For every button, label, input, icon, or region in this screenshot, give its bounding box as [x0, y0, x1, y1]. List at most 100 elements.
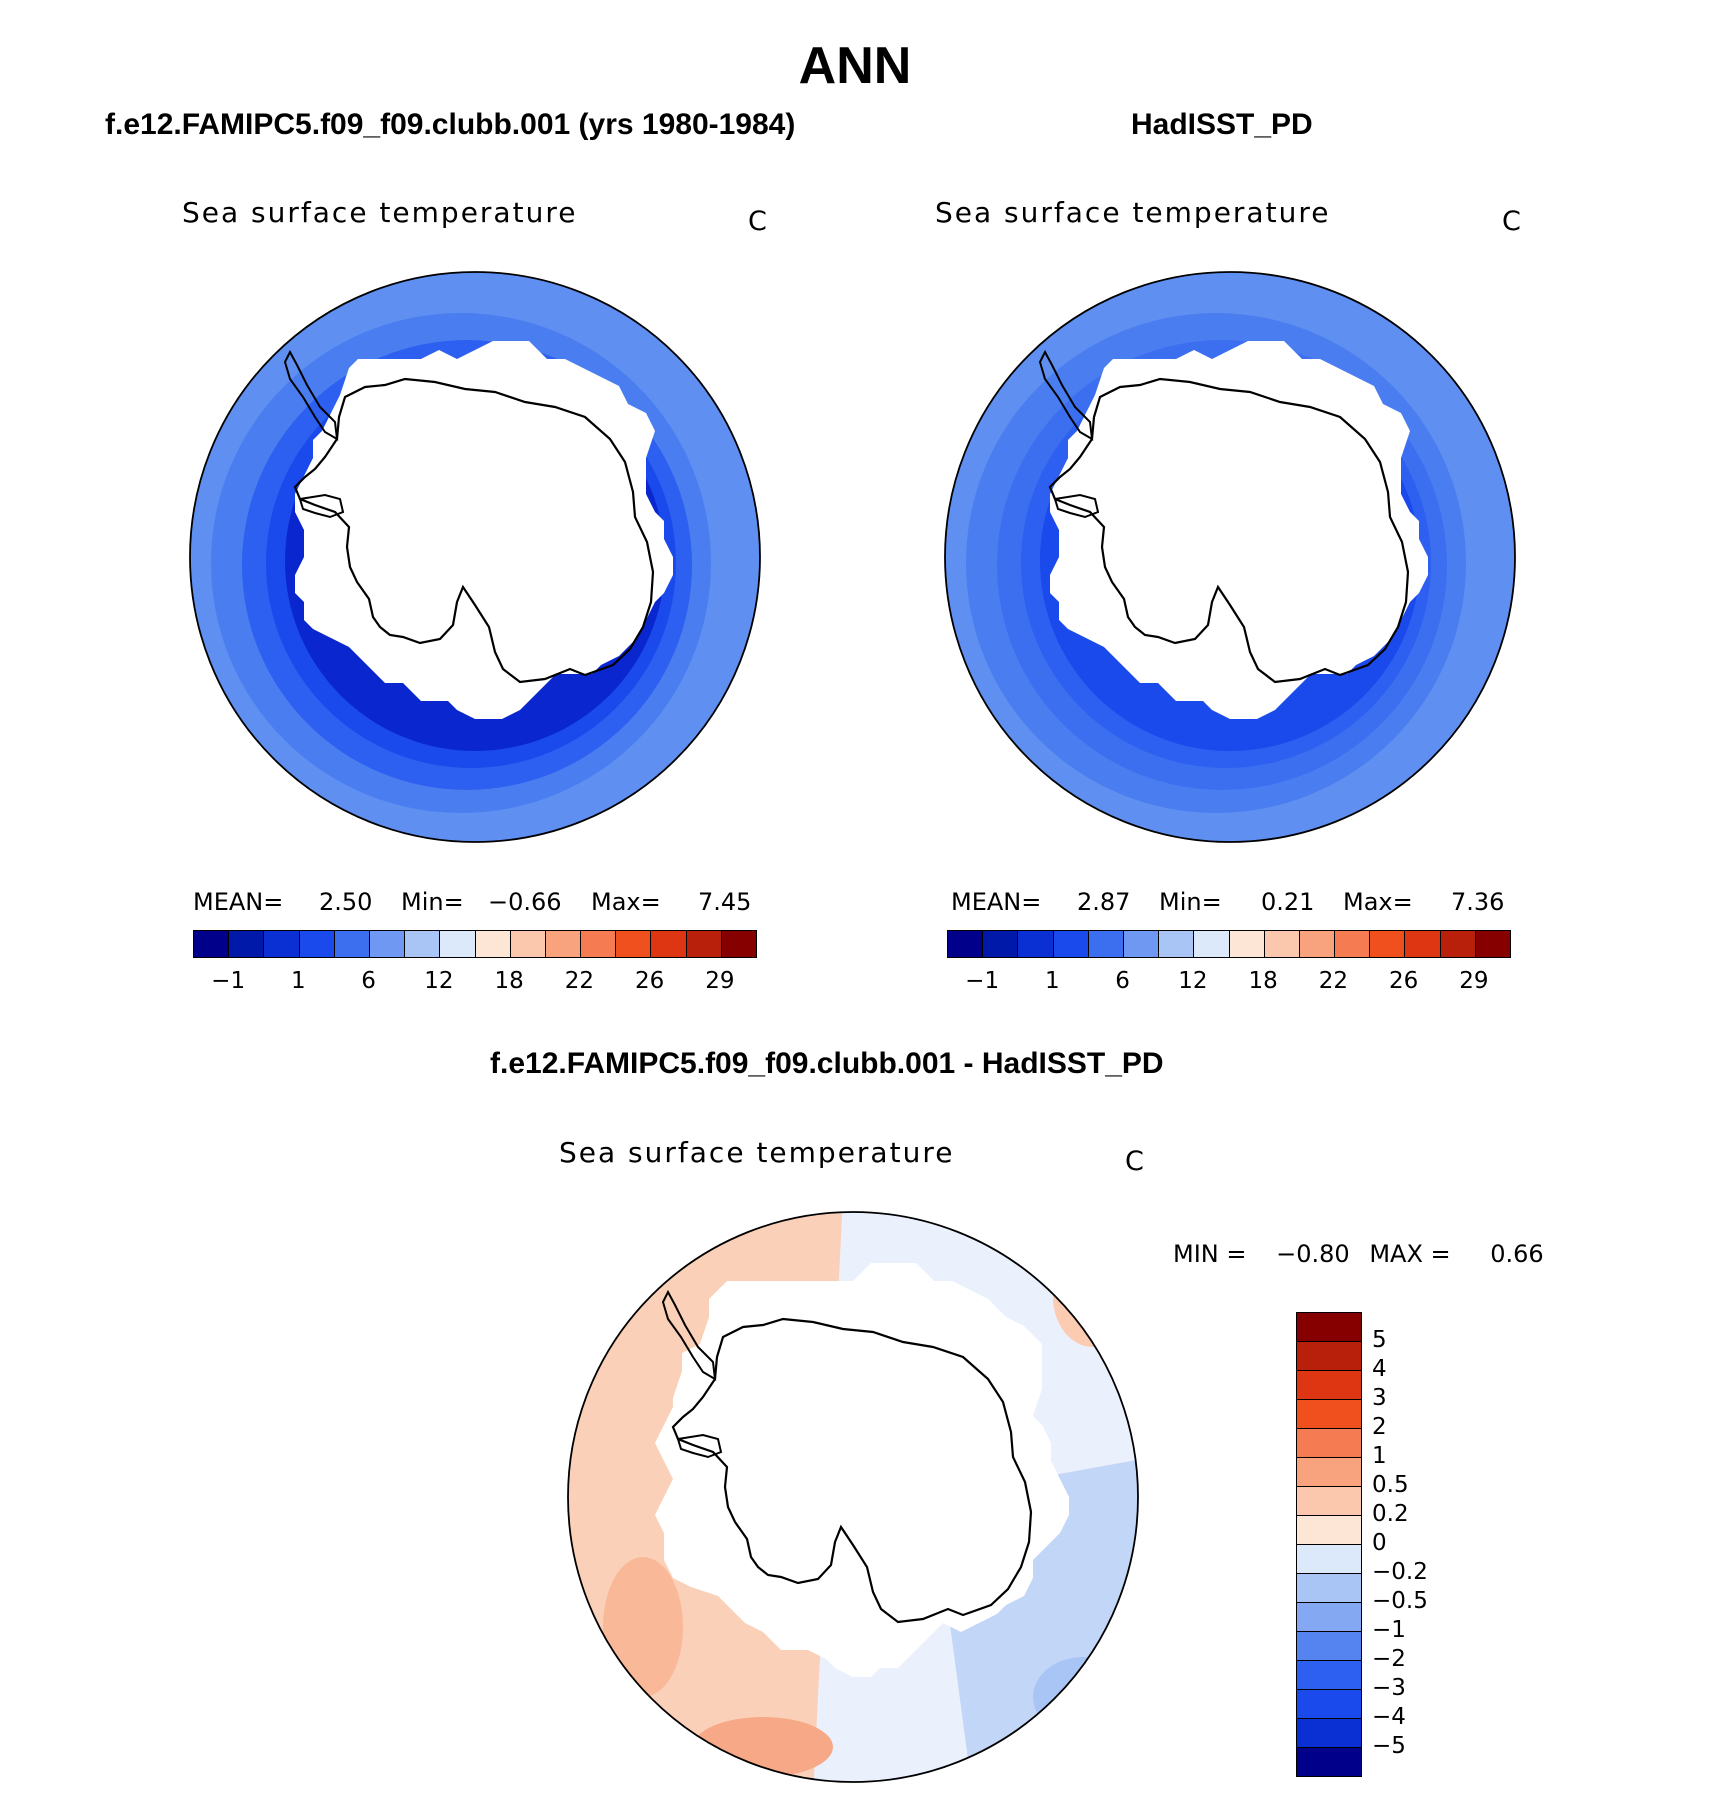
difference-warm-patch-3: [1053, 1247, 1133, 1347]
difference-warm-patch-1: [603, 1557, 683, 1697]
panel-1-colorbar-swatch-14: [686, 931, 722, 957]
difference-colorbar-tick-label: 0.2: [1372, 1501, 1409, 1527]
difference-colorbar-tick-label: −3: [1372, 1675, 1406, 1701]
difference-colorbar-tick-label: 0.5: [1372, 1472, 1409, 1498]
difference-colorbar-swatch-7: [1297, 1516, 1361, 1545]
panel-1-colorbar-swatch-12: [616, 931, 652, 957]
panel-2-subtitle: HadISST_PD: [1131, 108, 1313, 141]
panel-2-ocean-field: [945, 272, 1515, 842]
panel-2-max-label: Max=: [1343, 888, 1413, 916]
panel-2-colorbar-swatch-3: [1053, 931, 1089, 957]
panel-1-colorbar-swatch-3: [299, 931, 335, 957]
panel-2-polar-map: [944, 271, 1516, 843]
difference-colorbar: [1296, 1312, 1362, 1777]
panel-1-variable-label: Sea surface temperature: [182, 196, 578, 229]
panel-2-colorbar-swatch-5: [1123, 931, 1160, 957]
difference-colorbar-swatch-10: [1297, 1603, 1361, 1632]
panel-2-colorbar-swatch-12: [1370, 931, 1406, 957]
panel-1-ice-mask: [295, 341, 673, 719]
difference-colorbar-tick-label: −5: [1372, 1733, 1406, 1759]
panel-2-colorbar-swatch-4: [1088, 931, 1124, 957]
difference-colorbar-tick-label: 0: [1372, 1530, 1387, 1556]
figure-title: ANN: [798, 37, 912, 95]
difference-colorbar-swatch-2: [1297, 1371, 1361, 1400]
panel-2-stats: MEAN= 2.87 Min= 0.21 Max= 7.36: [951, 888, 1516, 916]
panel-2-colorbar-swatch-13: [1405, 931, 1441, 957]
panel-1-ice-shelf-coastline: [298, 493, 345, 519]
panel-1-max-value: 7.45: [698, 888, 752, 916]
difference-colorbar-tick-label: −0.5: [1372, 1588, 1428, 1614]
difference-colorbar-swatch-3: [1297, 1400, 1361, 1429]
panel-2-colorbar: [947, 930, 1511, 958]
difference-colorbar-tick-label: 3: [1372, 1385, 1387, 1411]
difference-colorbar-tick-label: −4: [1372, 1704, 1406, 1730]
panel-2-colorbar-swatch-10: [1299, 931, 1336, 957]
panel-1-colorbar-swatch-1: [229, 931, 265, 957]
panel-2-colorbar-tick-label: 1: [1045, 968, 1060, 994]
difference-variable-label: Sea surface temperature: [559, 1136, 955, 1169]
difference-colorbar-ticks: 5 4 3 2 1 0.5 0.2 0 −0.2 −0.5 −1 −2 −3 −4 −5: [1372, 1312, 1492, 1792]
panel-1-max-label: Max=: [591, 888, 661, 916]
panel-1-map-boundary: [189, 271, 761, 843]
difference-colorbar-swatch-11: [1297, 1632, 1361, 1661]
difference-colorbar-tick-label: −1: [1372, 1617, 1406, 1643]
panel-2-colorbar-swatch-2: [1018, 931, 1054, 957]
difference-min-label: MIN =: [1173, 1240, 1247, 1268]
panel-1-colorbar-swatch-6: [405, 931, 441, 957]
panel-1-colorbar-swatch-8: [475, 931, 511, 957]
difference-colorbar-tick-label: −2: [1372, 1646, 1406, 1672]
difference-unit: C: [1125, 1146, 1144, 1177]
panel-1-unit: C: [748, 206, 767, 237]
panel-1-colorbar-tick-label: −1: [211, 968, 246, 994]
panel-1-colorbar: [193, 930, 757, 958]
difference-cool-patch-1: [1033, 1657, 1133, 1737]
panel-1-ocean-field: [190, 272, 760, 842]
difference-colorbar-tick-label: 4: [1372, 1356, 1387, 1382]
difference-colorbar-swatch-15: [1297, 1748, 1361, 1776]
panel-1-peninsula-coastline: [283, 349, 339, 441]
difference-max-label: MAX =: [1369, 1240, 1451, 1268]
panel-2-colorbar-swatch-11: [1335, 931, 1371, 957]
panel-2-colorbar-tick-label: 18: [1248, 968, 1278, 994]
panel-2-colorbar-tick-label: −1: [965, 968, 1000, 994]
panel-1-colorbar-swatch-5: [369, 931, 406, 957]
difference-colorbar-tick-label: −0.2: [1372, 1559, 1428, 1585]
panel-2-colorbar-swatch-7: [1194, 931, 1230, 957]
panel-1-colorbar-swatch-11: [581, 931, 617, 957]
panel-2-ice-shelf-coastline: [1053, 493, 1100, 519]
panel-1-colorbar-tick-label: 12: [424, 968, 454, 994]
panel-2-peninsula-coastline: [1038, 349, 1094, 441]
difference-polar-map: [567, 1211, 1139, 1783]
difference-colorbar-swatch-1: [1297, 1342, 1361, 1371]
panel-1-colorbar-swatch-7: [440, 931, 476, 957]
difference-ice-mask: [655, 1263, 1069, 1677]
panel-1-mean-value: 2.50: [319, 888, 373, 916]
panel-2-colorbar-swatch-8: [1229, 931, 1265, 957]
panel-2-colorbar-swatch-9: [1264, 931, 1300, 957]
panel-2-ice-mask: [1050, 341, 1428, 719]
panel-1-colorbar-swatch-4: [334, 931, 370, 957]
panel-1-colorbar-tick-label: 6: [361, 968, 376, 994]
panel-2-mean-value: 2.87: [1077, 888, 1131, 916]
panel-1-colorbar-tick-label: 1: [291, 968, 306, 994]
panel-1-colorbar-tick-label: 18: [494, 968, 524, 994]
difference-colorbar-swatch-13: [1297, 1690, 1361, 1719]
panel-1-colorbar-ticks: −1 1 6 12 18 22 26 29: [193, 968, 755, 998]
difference-colorbar-swatch-8: [1297, 1545, 1361, 1574]
panel-1-colorbar-tick-label: 26: [634, 968, 665, 994]
difference-anomaly-field: [568, 1212, 1138, 1782]
difference-colorbar-tick-label: 1: [1372, 1443, 1387, 1469]
difference-colorbar-tick-label: 5: [1372, 1327, 1387, 1353]
panel-1-colorbar-swatch-0: [194, 931, 230, 957]
panel-1-stats: MEAN= 2.50 Min= −0.66 Max= 7.45: [193, 888, 758, 916]
panel-2-max-value: 7.36: [1451, 888, 1505, 916]
panel-1-colorbar-swatch-15: [721, 931, 756, 957]
panel-2-colorbar-swatch-15: [1475, 931, 1510, 957]
panel-1-colorbar-tick-label: 29: [705, 968, 735, 994]
difference-peninsula-coastline: [661, 1289, 717, 1381]
panel-1-colorbar-swatch-10: [545, 931, 582, 957]
panel-1-colorbar-swatch-13: [651, 931, 687, 957]
panel-2-colorbar-tick-label: 12: [1178, 968, 1208, 994]
difference-max-value: 0.66: [1490, 1240, 1544, 1268]
panel-2-colorbar-swatch-1: [983, 931, 1019, 957]
